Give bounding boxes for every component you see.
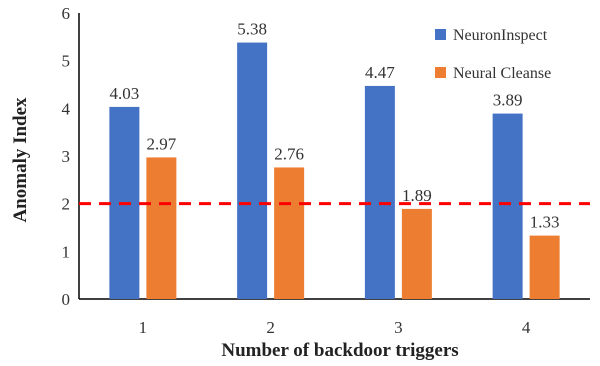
y-tick-labels: 0 1 2 3 4 5 6	[62, 4, 71, 309]
legend: NeuronInspect Neural Cleanse	[435, 27, 551, 82]
bar-neural-cleanse	[274, 167, 305, 299]
legend-label-neuroninspect: NeuronInspect	[453, 27, 548, 44]
y-tick-label: 2	[62, 195, 71, 214]
bar-neural-cleanse	[146, 157, 177, 299]
y-axis-title: Anomaly Index	[10, 97, 31, 223]
legend-swatch-neuroninspect	[435, 29, 446, 40]
x-tick-label: 4	[522, 318, 531, 337]
bar-neuroninspect	[237, 42, 268, 299]
legend-swatch-neural-cleanse	[435, 67, 446, 78]
data-label-neural-cleanse: 2.76	[274, 144, 304, 163]
data-label-neural-cleanse: 1.89	[402, 186, 432, 205]
data-label-neuroninspect: 3.89	[493, 91, 523, 110]
data-label-neural-cleanse: 1.33	[530, 213, 560, 232]
y-tick-label: 0	[62, 290, 71, 309]
x-tick-label: 2	[266, 318, 275, 337]
bar-neural-cleanse	[529, 235, 560, 299]
data-label-neuroninspect: 4.47	[365, 63, 395, 82]
y-tick-label: 6	[62, 4, 71, 23]
y-tick-label: 3	[62, 147, 71, 166]
data-label-neural-cleanse: 2.97	[147, 134, 177, 153]
x-tick-label: 3	[394, 318, 403, 337]
bar-neuroninspect	[364, 85, 395, 300]
data-label-neuroninspect: 4.03	[110, 84, 140, 103]
x-tick-labels: 1 2 3 4	[139, 318, 531, 337]
bar-neuroninspect	[492, 113, 523, 300]
data-label-neuroninspect: 5.38	[237, 20, 267, 39]
bar-neural-cleanse	[401, 208, 432, 299]
x-axis-title: Number of backdoor triggers	[221, 340, 458, 361]
legend-label-neural-cleanse: Neural Cleanse	[453, 65, 551, 82]
x-tick-label: 1	[139, 318, 148, 337]
y-tick-label: 5	[62, 52, 71, 71]
y-tick-label: 4	[62, 99, 71, 118]
data-labels: 4.03 5.38 4.47 3.89 2.97 2.76 1.89 1.33	[110, 20, 560, 232]
y-tick-label: 1	[62, 242, 71, 261]
